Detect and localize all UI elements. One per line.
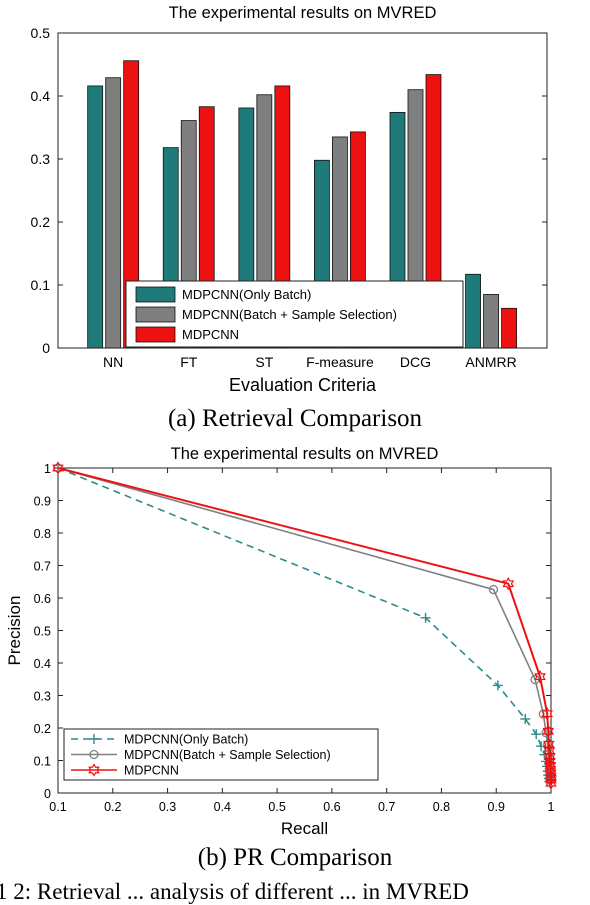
legend-swatch-mdpcnn-only-batch	[135, 286, 176, 303]
y-tick-label: 0.7	[34, 560, 51, 574]
bar-nn-mdpcnn-batch-sample-selection	[105, 77, 122, 349]
point-mdpcnn	[544, 754, 556, 768]
bar-nn-mdpcnn-only-batch	[87, 85, 104, 349]
point-mdpcnn	[544, 749, 556, 764]
y-tick-label: 0.3	[34, 690, 51, 704]
bar-nn-mdpcnn	[123, 60, 140, 349]
point-mdpcnn-only-batch	[492, 680, 503, 691]
x-tick-label-f-measure: F-measure	[306, 354, 374, 370]
x-tick-label-ft: FT	[180, 354, 198, 370]
y-tick-label: 0.5	[31, 25, 51, 41]
x-axis-label: Evaluation Criteria	[229, 375, 377, 395]
x-tick-label: 0.7	[378, 800, 395, 814]
y-axis-label: Precision	[5, 596, 24, 666]
point-mdpcnn-only-batch	[544, 776, 555, 787]
x-tick-label-anmrr: ANMRR	[465, 354, 516, 370]
point-mdpcnn	[502, 577, 515, 591]
point-mdpcnn	[541, 707, 553, 721]
bar-dcg-mdpcnn	[425, 74, 442, 349]
y-tick-label: 0.1	[34, 755, 51, 769]
x-tick-label: 0.8	[433, 800, 450, 814]
point-mdpcnn-only-batch	[520, 713, 531, 724]
x-tick-label: 0.4	[214, 800, 231, 814]
point-mdpcnn	[545, 773, 557, 787]
legend-swatch-mdpcnn	[135, 326, 176, 343]
legend-marker-mdpcnn	[88, 763, 100, 777]
y-tick-label: 0.8	[34, 527, 51, 541]
point-mdpcnn	[543, 737, 555, 751]
legend-label-mdpcnn: MDPCNN	[182, 327, 239, 342]
legend-label-mdpcnn-batch-sample-selection: MDPCNN(Batch + Sample Selection)	[182, 307, 397, 322]
bar-chart-retrieval	[57, 32, 548, 349]
legend-marker-mdpcnn-batch-sample-selection	[89, 749, 99, 760]
bar-anmrr-mdpcnn	[501, 307, 517, 349]
chart-title: The experimental results on MVRED	[169, 4, 437, 22]
point-mdpcnn-only-batch	[531, 729, 542, 740]
chart-title: The experimental results on MVRED	[171, 445, 439, 463]
y-tick-label: 0.9	[34, 495, 51, 509]
point-mdpcnn	[545, 776, 557, 790]
figure-caption: 1 2: Retrieval ... analysis of different…	[0, 879, 469, 904]
legend-marker-mdpcnn-only-batch	[89, 734, 99, 744]
point-mdpcnn	[542, 724, 555, 738]
x-tick-label-st: ST	[255, 354, 273, 370]
pr-chart	[52, 461, 557, 794]
x-tick-label: 0.2	[104, 800, 121, 814]
y-tick-label: 0.5	[34, 625, 51, 639]
x-tick-label: 0.5	[268, 800, 285, 814]
legend-label-mdpcnn-only-batch: MDPCNN(Only Batch)	[182, 287, 311, 302]
x-tick-label-nn: NN	[103, 354, 123, 370]
x-tick-label: 0.3	[159, 800, 176, 814]
y-tick-label: 1	[44, 462, 51, 476]
y-tick-label: 0.2	[31, 214, 51, 230]
y-tick-label: 0.6	[34, 592, 51, 606]
legend-box	[125, 280, 464, 348]
y-tick-label: 0.4	[34, 657, 51, 671]
x-tick-label-dcg: DCG	[400, 354, 431, 370]
point-mdpcnn	[52, 461, 64, 475]
x-tick-label: 1	[548, 800, 555, 814]
legend-swatch-mdpcnn-batch-sample-selection	[135, 306, 176, 323]
x-tick-label: 0.9	[488, 800, 505, 814]
point-mdpcnn	[534, 669, 546, 684]
x-tick-label: 0.1	[49, 800, 66, 814]
point-mdpcnn	[545, 770, 557, 784]
y-tick-label: 0.4	[31, 88, 51, 104]
y-tick-label: 0.2	[34, 722, 51, 736]
caption-retrieval-comparison: (a) Retrieval Comparison	[167, 405, 423, 432]
x-tick-label: 0.6	[323, 800, 340, 814]
y-tick-label: 0	[44, 787, 51, 801]
point-mdpcnn-batch-sample-selection	[488, 584, 499, 595]
point-mdpcnn	[544, 758, 557, 773]
legend-label-mdpcnn: MDPCNN	[124, 764, 179, 778]
bar-anmrr-mdpcnn-only-batch	[465, 273, 481, 349]
y-tick-label: 0.3	[31, 151, 51, 167]
y-tick-label: 0.1	[31, 277, 51, 293]
y-tick-label: 0	[42, 340, 50, 356]
legend-label-mdpcnn-only-batch: MDPCNN(Only Batch)	[124, 733, 248, 747]
point-mdpcnn-only-batch	[420, 612, 431, 623]
legend-label-mdpcnn-batch-sample-selection: MDPCNN(Batch + Sample Selection)	[124, 748, 331, 762]
x-axis-label: Recall	[281, 819, 328, 838]
bar-anmrr-mdpcnn-batch-sample-selection	[483, 294, 499, 349]
caption-pr-comparison: (b) PR Comparison	[197, 844, 393, 871]
legend-box	[63, 728, 379, 781]
